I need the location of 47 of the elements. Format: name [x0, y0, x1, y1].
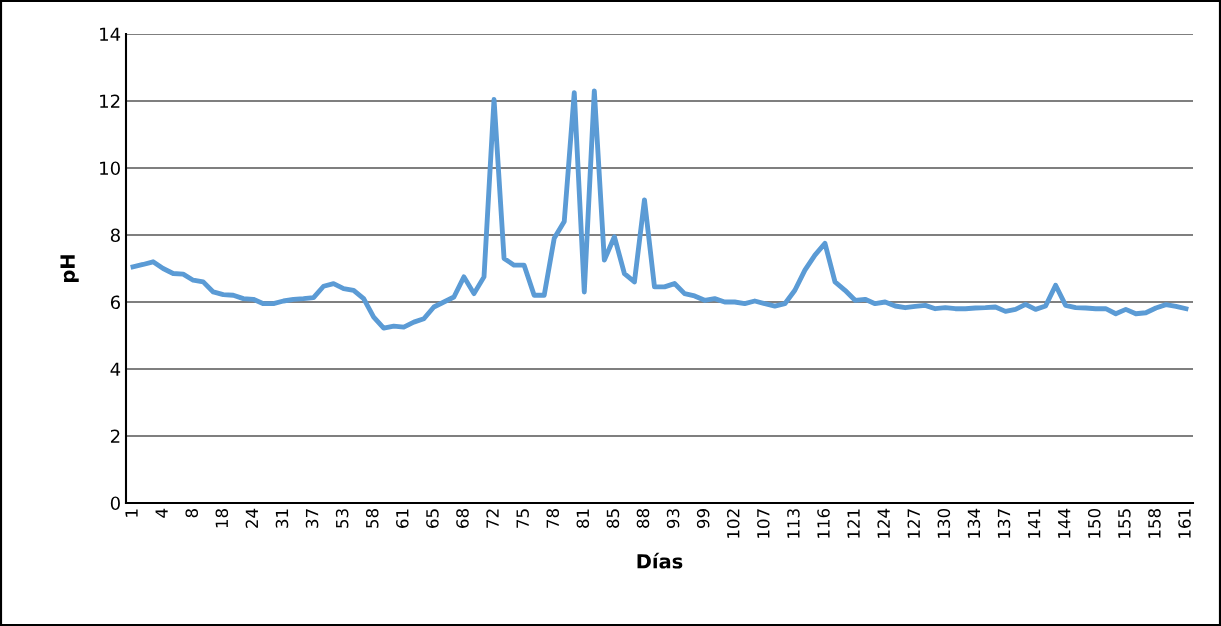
y-axis-title: pH	[60, 255, 79, 282]
x-tick-label: 18	[215, 509, 229, 528]
y-tick-label: 6	[110, 295, 120, 310]
x-tick-label: 124	[877, 508, 890, 538]
y-tick-label: 8	[110, 228, 120, 243]
x-tick-label: 127	[907, 509, 920, 538]
x-tick-label: 53	[335, 509, 349, 528]
x-tick-label: 61	[396, 509, 409, 528]
x-tick-label: 102	[726, 509, 740, 538]
x-tick-label: 4	[155, 508, 168, 518]
x-tick-label: 75	[516, 509, 529, 528]
y-tick-label: 0	[110, 496, 120, 511]
x-tick-label: 8	[185, 509, 199, 518]
x-tick-label: 134	[967, 508, 981, 538]
y-tick-label: 2	[110, 429, 120, 443]
x-tick-label: 58	[365, 509, 379, 528]
line-series	[130, 88, 1189, 331]
x-tick-label: 65	[426, 509, 439, 528]
x-tick-label: 137	[997, 509, 1011, 538]
x-tick-label: 81	[576, 509, 590, 528]
x-tick-label: 31	[275, 509, 289, 528]
x-tick-label: 93	[666, 509, 680, 529]
x-tick-label: 99	[696, 509, 710, 529]
x-tick-label: 88	[636, 509, 650, 528]
y-tick-label: 10	[100, 161, 120, 176]
x-tick-label: 116	[817, 508, 830, 538]
x-tick-label: 78	[546, 509, 560, 528]
x-axis-title: Días	[637, 552, 683, 569]
x-tick-label: 155	[1118, 509, 1131, 538]
x-tick-label: 1	[125, 509, 138, 517]
x-tick-label: 144	[1058, 508, 1071, 538]
y-tick-label: 4	[110, 362, 121, 376]
x-tick-label: 68	[456, 509, 469, 528]
x-tick-label: 37	[305, 509, 319, 528]
y-tick-label: 12	[100, 94, 120, 108]
y-tick-label: 14	[100, 27, 121, 41]
x-tick-label: 24	[245, 508, 258, 528]
x-tick-label: 107	[757, 509, 770, 538]
x-tick-label: 113	[787, 509, 800, 538]
x-tick-label: 158	[1148, 509, 1161, 538]
x-tick-label: 150	[1087, 508, 1101, 538]
x-tick-label: 85	[606, 509, 620, 528]
x-tick-label: 121	[847, 509, 860, 538]
x-tick-label: 161	[1178, 509, 1191, 538]
x-tick-label: 72	[486, 509, 499, 528]
x-tick-label: 141	[1028, 509, 1041, 538]
x-tick-label: 130	[937, 508, 951, 538]
